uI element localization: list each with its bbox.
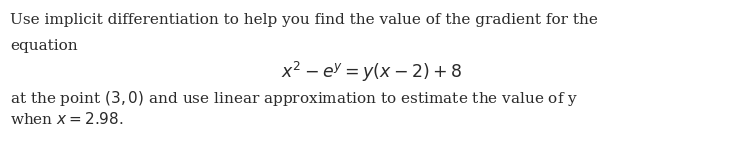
Text: at the point $(3, 0)$ and use linear approximation to estimate the value of y: at the point $(3, 0)$ and use linear app… <box>10 89 578 108</box>
Text: Use implicit differentiation to help you find the value of the gradient for the: Use implicit differentiation to help you… <box>10 13 598 27</box>
Text: when $x = 2.98$.: when $x = 2.98$. <box>10 111 124 127</box>
Text: equation: equation <box>10 39 77 53</box>
Text: $x^2 - e^y = y(x - 2) + 8$: $x^2 - e^y = y(x - 2) + 8$ <box>281 60 463 84</box>
